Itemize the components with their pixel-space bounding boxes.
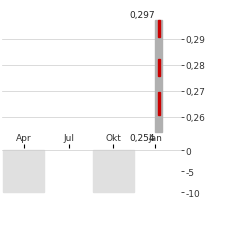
Bar xyxy=(158,93,160,116)
Bar xyxy=(3,150,44,192)
Text: 0,297: 0,297 xyxy=(129,11,155,20)
Bar xyxy=(158,60,160,77)
Bar xyxy=(156,21,162,133)
Bar xyxy=(93,150,134,192)
Bar xyxy=(158,21,160,38)
Text: 0,254: 0,254 xyxy=(129,134,155,143)
